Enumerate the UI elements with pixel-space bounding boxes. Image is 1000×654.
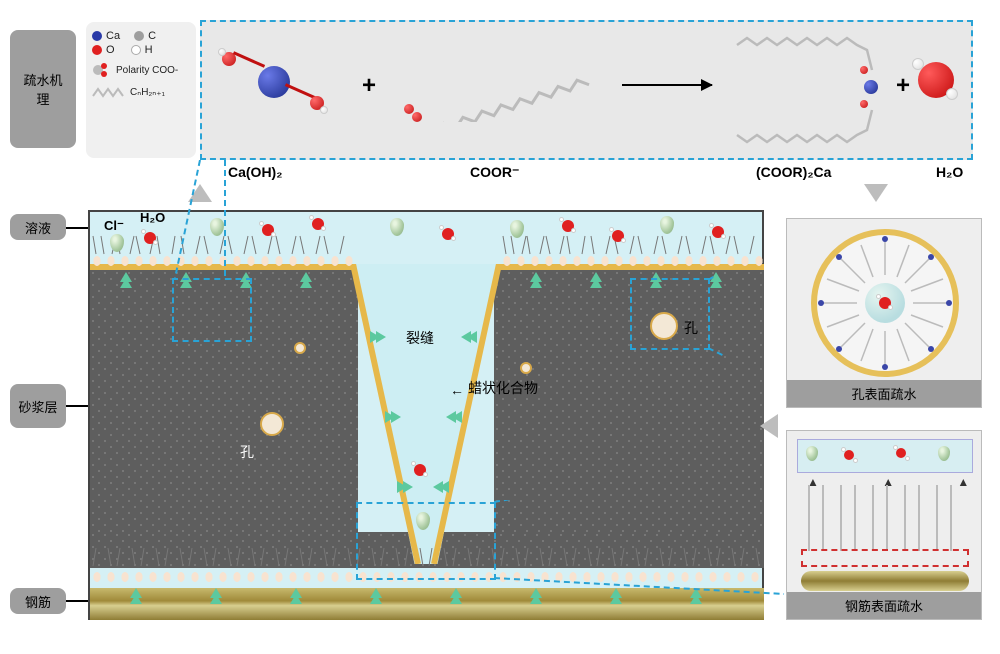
crack-label: 裂缝 — [406, 328, 434, 348]
mortar-leader — [66, 405, 88, 407]
plus-1: + — [362, 72, 376, 100]
solution-label: 溶液 — [25, 218, 51, 237]
pore-caption: 孔表面疏水 — [787, 380, 981, 407]
h2o-3 — [310, 216, 326, 230]
rebar-label: 钢筋 — [25, 592, 51, 611]
side-arrow-left-icon — [760, 414, 778, 438]
legend-row-ca-c: Ca C — [92, 30, 190, 42]
rebar-panel-chains — [799, 485, 971, 555]
h2o-2 — [260, 222, 276, 236]
legend-ca: Ca — [106, 30, 120, 42]
h2o-5 — [560, 218, 576, 232]
caoh2-molecule — [222, 52, 322, 112]
mechanism-label: 疏水机理 — [18, 70, 68, 108]
rebar-arrow-3 — [290, 588, 302, 598]
crack-arrow-r2 — [446, 411, 456, 423]
rebar-arrow-4 — [370, 588, 382, 598]
cl-3 — [390, 218, 404, 236]
rebar-red-dashed — [801, 549, 969, 567]
coor2ca-molecule — [732, 30, 882, 150]
up-arrow-1 — [120, 272, 132, 282]
coor-chain — [402, 42, 602, 122]
h2o-top-label: H₂O — [140, 210, 165, 225]
legend-h: H — [145, 44, 153, 56]
rebar-caption: 钢筋表面疏水 — [787, 592, 981, 619]
legend-tail: CₙH₂ₙ₊₁ — [130, 87, 165, 98]
pore-1 — [260, 412, 284, 436]
h2o-7 — [710, 224, 726, 238]
crack-arrow-l3 — [403, 481, 413, 493]
pore-ring — [811, 229, 959, 377]
rebar-arrow-2 — [210, 588, 222, 598]
crack-arrow-r3 — [433, 481, 443, 493]
dashed-right-pore — [630, 278, 710, 350]
rebar-cylinder — [801, 571, 969, 591]
legend-row-tail: CₙH₂ₙ₊₁ — [92, 86, 190, 98]
h2o-label: H₂O — [936, 164, 963, 180]
connector-pore — [708, 276, 790, 356]
reaction-panel: + + — [200, 20, 973, 160]
crack-arrow-l2 — [391, 411, 401, 423]
dashed-bottom — [356, 502, 496, 580]
h2o-1 — [142, 230, 158, 244]
reaction-arrow — [622, 84, 712, 86]
solution-leader — [66, 227, 88, 229]
mechanism-tab: 疏水机理 — [10, 30, 76, 148]
rebar-arrow-1 — [130, 588, 142, 598]
rebar-tab: 钢筋 — [10, 588, 66, 614]
solution-tab: 溶液 — [10, 214, 66, 240]
legend-polarity: Polarity COO- — [116, 65, 178, 76]
rebar-arrow-5 — [450, 588, 462, 598]
pore-label-left: 孔 — [240, 442, 254, 462]
pore-2 — [294, 342, 306, 354]
connector-rebar — [494, 500, 790, 620]
h2o-6 — [610, 228, 626, 242]
cl-5 — [660, 216, 674, 234]
crack-arrow-r1 — [461, 331, 471, 343]
dashed-top-left — [172, 278, 252, 342]
pore-inner-drop — [865, 283, 905, 323]
caoh2-label: Ca(OH)₂ — [228, 164, 282, 180]
mortar-label: 砂浆层 — [18, 397, 57, 416]
crack-arrow-l1 — [376, 331, 386, 343]
rebar-water-strip — [797, 439, 973, 473]
coor-label: COOR⁻ — [470, 164, 519, 181]
legend-o: O — [106, 44, 115, 56]
legend-c: C — [148, 30, 156, 42]
waxy-arrow: ← — [450, 382, 464, 398]
h2o-4 — [440, 226, 456, 240]
pore-side-panel: 孔表面疏水 — [786, 218, 982, 408]
rebar-leader — [66, 600, 88, 602]
coor2ca-label: (COOR)₂Ca — [756, 164, 831, 180]
legend-panel: Ca C O H Polarity COO- CₙH₂ₙ₊₁ — [86, 22, 196, 158]
up-arrow-6 — [590, 272, 602, 282]
mortar-tab: 砂浆层 — [10, 384, 66, 428]
up-arrow-4 — [300, 272, 312, 282]
cl-label: Cl⁻ — [104, 218, 124, 234]
waxy-label: 蜡状化合物 — [468, 378, 538, 398]
rebar-side-panel: ▲ ▲ ▲ ▲ 钢筋表面疏水 — [786, 430, 982, 620]
plus-2: + — [896, 72, 910, 100]
up-arrow-5 — [530, 272, 542, 282]
legend-row-o-h: O H — [92, 44, 190, 56]
connector-topleft — [170, 160, 230, 280]
pore-3 — [520, 362, 532, 374]
crack-h2o — [412, 462, 428, 476]
legend-row-polarity: Polarity COO- — [92, 62, 190, 78]
arrow-down-icon — [864, 184, 888, 202]
